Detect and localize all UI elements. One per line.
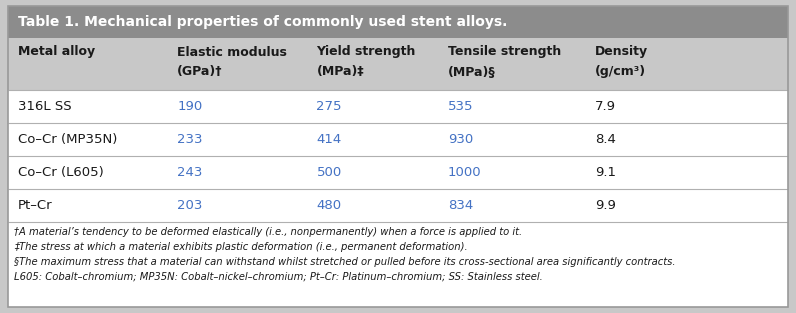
Text: Pt–Cr: Pt–Cr xyxy=(18,199,53,212)
Text: Table 1. Mechanical properties of commonly used stent alloys.: Table 1. Mechanical properties of common… xyxy=(18,15,507,29)
Bar xyxy=(8,38,788,90)
Text: 190: 190 xyxy=(178,100,202,113)
Text: 243: 243 xyxy=(178,166,202,179)
Text: 1000: 1000 xyxy=(448,166,482,179)
Text: †A material’s tendency to be deformed elastically (i.e., nonpermanently) when a : †A material’s tendency to be deformed el… xyxy=(14,227,522,237)
Text: (g/cm³): (g/cm³) xyxy=(595,65,646,79)
Text: 233: 233 xyxy=(178,133,203,146)
Text: (MPa)§: (MPa)§ xyxy=(448,65,496,79)
Bar xyxy=(8,123,788,156)
Bar xyxy=(8,156,788,189)
Text: 480: 480 xyxy=(317,199,341,212)
Bar xyxy=(8,6,788,38)
Text: 9.1: 9.1 xyxy=(595,166,616,179)
Text: (GPa)†: (GPa)† xyxy=(178,65,223,79)
Text: 414: 414 xyxy=(317,133,341,146)
Text: 500: 500 xyxy=(317,166,341,179)
Text: ‡The stress at which a material exhibits plastic deformation (i.e., permanent de: ‡The stress at which a material exhibits… xyxy=(14,242,467,252)
Text: 203: 203 xyxy=(178,199,202,212)
Text: Density: Density xyxy=(595,45,648,59)
Text: Yield strength: Yield strength xyxy=(317,45,416,59)
Text: Co–Cr (L605): Co–Cr (L605) xyxy=(18,166,103,179)
Text: 930: 930 xyxy=(448,133,473,146)
Text: L605: Cobalt–chromium; MP35N: Cobalt–nickel–chromium; Pt–Cr: Platinum–chromium; : L605: Cobalt–chromium; MP35N: Cobalt–nic… xyxy=(14,272,543,282)
Text: Tensile strength: Tensile strength xyxy=(448,45,561,59)
Text: 7.9: 7.9 xyxy=(595,100,616,113)
Text: 9.9: 9.9 xyxy=(595,199,616,212)
Text: 275: 275 xyxy=(317,100,342,113)
Bar xyxy=(8,222,788,307)
Text: (MPa)‡: (MPa)‡ xyxy=(317,65,364,79)
Text: §The maximum stress that a material can withstand whilst stretched or pulled bef: §The maximum stress that a material can … xyxy=(14,257,676,267)
Text: 8.4: 8.4 xyxy=(595,133,616,146)
Text: 316L SS: 316L SS xyxy=(18,100,72,113)
Bar xyxy=(8,189,788,222)
Text: Elastic modulus: Elastic modulus xyxy=(178,45,287,59)
Text: Co–Cr (MP35N): Co–Cr (MP35N) xyxy=(18,133,117,146)
Bar xyxy=(8,90,788,123)
Text: 535: 535 xyxy=(448,100,474,113)
Text: 834: 834 xyxy=(448,199,473,212)
Text: Metal alloy: Metal alloy xyxy=(18,45,95,59)
